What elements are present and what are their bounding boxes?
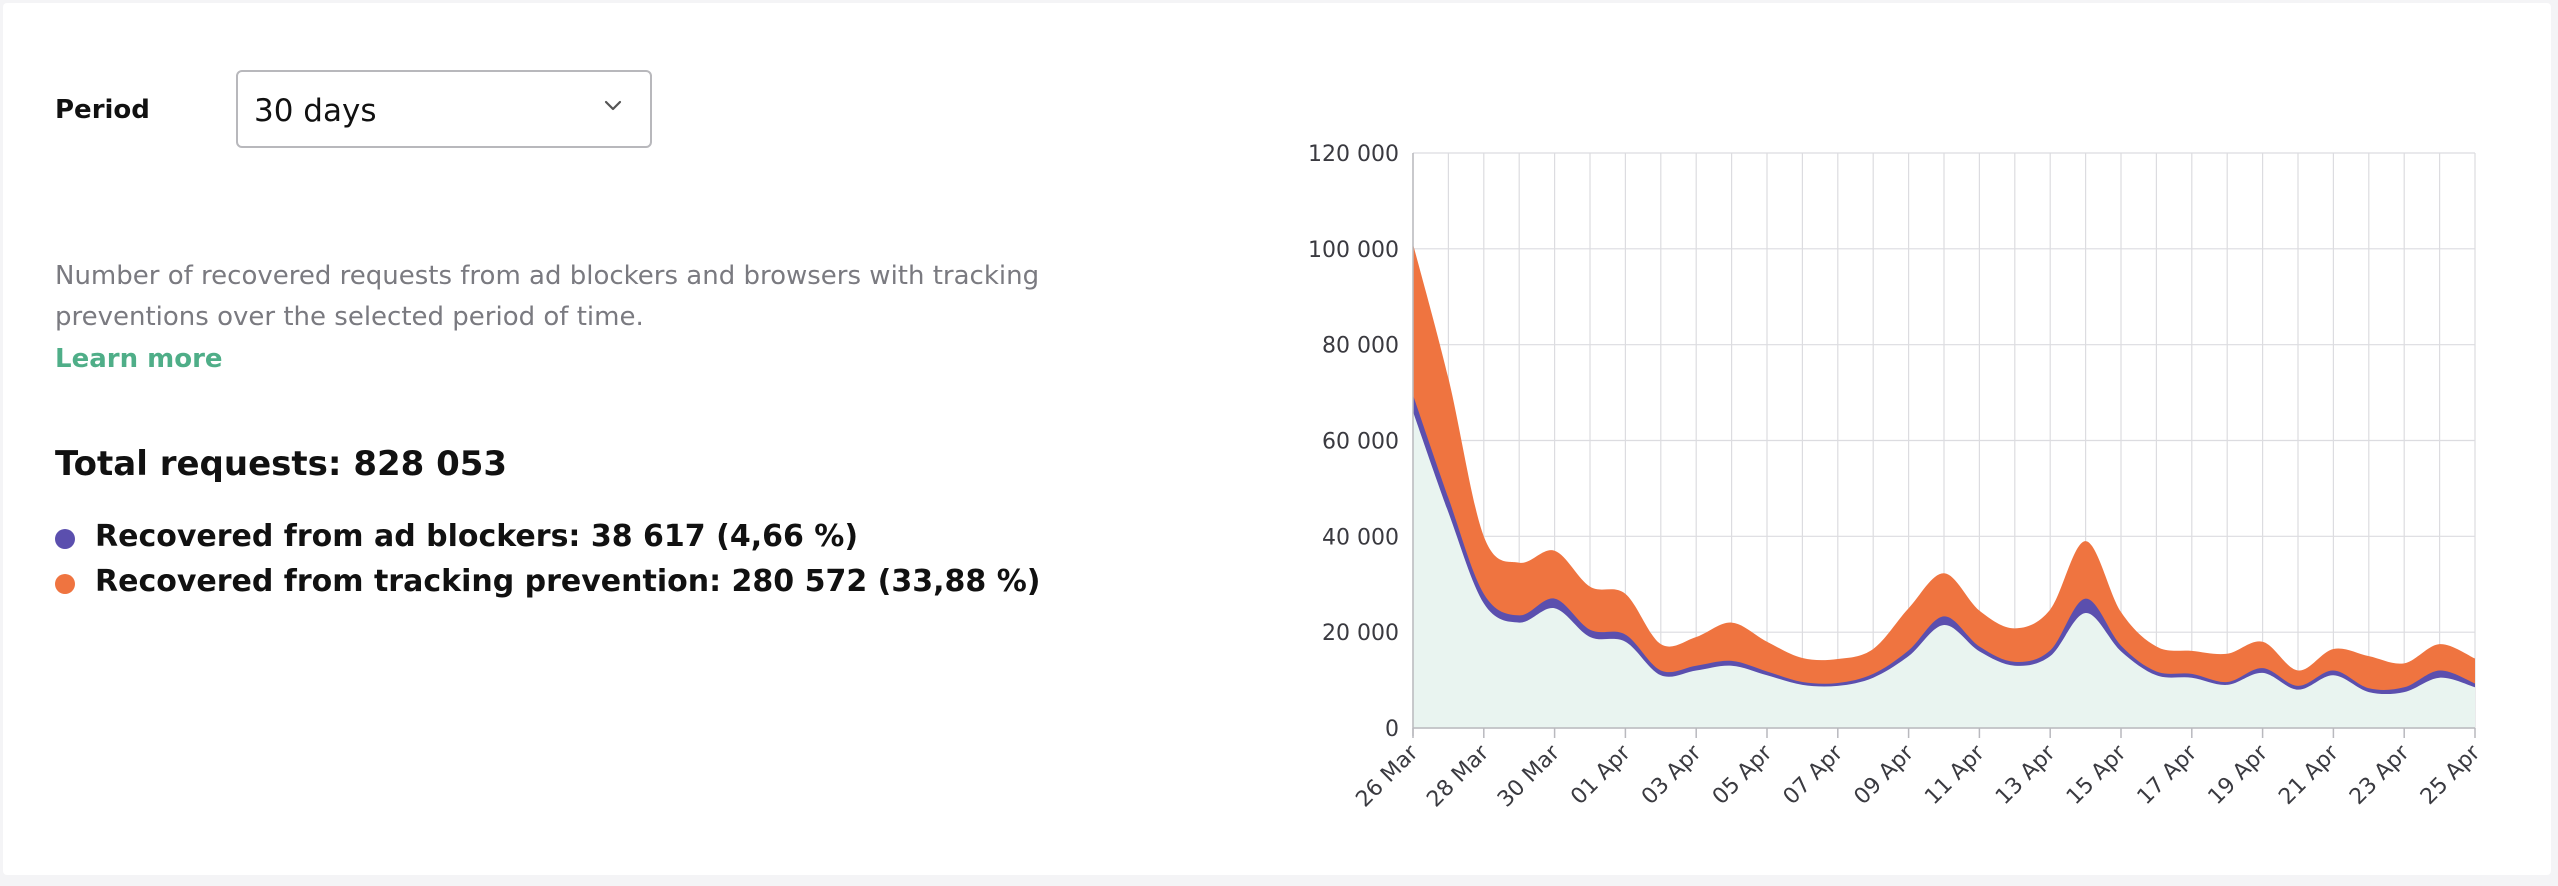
x-tick-label: 15 Apr (2062, 740, 2132, 810)
y-tick-label: 40 000 (1322, 525, 1399, 550)
period-select-value: 30 days (254, 93, 377, 129)
tracking-prevention-label: Recovered from tracking prevention: 280 … (95, 564, 1041, 599)
x-tick-label: 03 Apr (1637, 740, 1707, 810)
learn-more-link[interactable]: Learn more (55, 344, 223, 374)
y-tick-label: 60 000 (1322, 430, 1399, 455)
chevron-down-icon (604, 100, 622, 111)
tracking-prevention-dot (55, 574, 75, 594)
x-tick-label: 21 Apr (2274, 740, 2344, 810)
x-tick-label: 09 Apr (1850, 740, 1920, 810)
x-tick-label: 05 Apr (1708, 740, 1778, 810)
x-tick-label: 25 Apr (2416, 740, 2486, 810)
total-requests: Total requests: 828 053 (55, 444, 508, 484)
period-select[interactable]: 30 days (236, 70, 652, 148)
x-tick-label: 01 Apr (1566, 740, 1636, 810)
x-tick-label: 23 Apr (2345, 740, 2415, 810)
y-tick-label: 100 000 (1308, 238, 1399, 263)
y-tick-label: 20 000 (1322, 621, 1399, 646)
y-tick-label: 120 000 (1308, 142, 1399, 167)
y-tick-label: 80 000 (1322, 334, 1399, 359)
period-label: Period (55, 95, 150, 125)
x-tick-label: 07 Apr (1779, 740, 1849, 810)
recovered-requests-card: Period 30 days Number of recovered reque… (3, 3, 2551, 875)
x-tick-label: 13 Apr (1991, 740, 2061, 810)
area-series-base (1413, 411, 2475, 728)
ad-blockers-dot (55, 529, 75, 549)
x-tick-label: 17 Apr (2133, 740, 2203, 810)
x-tick-label: 19 Apr (2204, 740, 2274, 810)
x-tick-label: 28 Mar (1422, 740, 1494, 812)
ad-blockers-label: Recovered from ad blockers: 38 617 (4,66… (95, 519, 859, 554)
y-tick-label: 0 (1385, 717, 1399, 742)
x-tick-label: 26 Mar (1351, 740, 1423, 812)
requests-area-chart: 0 20 000 40 000 60 000 80 000 100 000 120 000 2… (1308, 142, 2486, 812)
x-tick-label: 11 Apr (1920, 740, 1990, 810)
chart-description: Number of recovered requests from ad blo… (55, 261, 1040, 332)
x-tick-label: 30 Mar (1493, 740, 1565, 812)
